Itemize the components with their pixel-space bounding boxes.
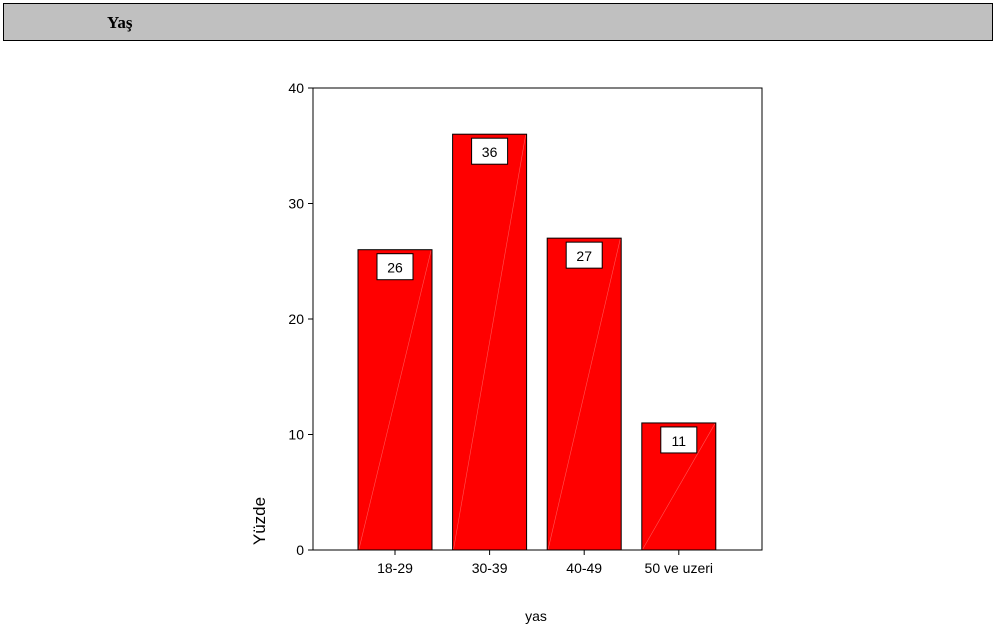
y-tick-label: 20 <box>288 311 304 327</box>
data-label: 36 <box>482 144 498 160</box>
x-axis-title: yas <box>525 608 547 624</box>
data-label: 27 <box>576 248 592 264</box>
x-tick-label: 18-29 <box>377 560 413 576</box>
data-label-box <box>660 426 698 454</box>
data-label-box <box>565 241 603 269</box>
x-tick-label: 40-49 <box>566 560 602 576</box>
data-label-box <box>376 253 414 281</box>
data-label-box <box>471 137 509 165</box>
x-tick-label: 50 ve uzeri <box>645 560 713 576</box>
y-tick-label: 40 <box>288 80 304 96</box>
section-title: Yaş <box>107 13 133 32</box>
bar-highlight <box>453 135 526 550</box>
bar-highlight <box>358 250 432 550</box>
bar-highlight <box>642 423 716 550</box>
y-tick-label: 30 <box>288 196 304 212</box>
y-tick-label: 0 <box>296 542 304 558</box>
bar-highlight <box>547 239 621 550</box>
section-header: Yaş <box>3 3 993 41</box>
x-tick-label: 30-39 <box>472 560 508 576</box>
y-tick-label: 10 <box>288 427 304 443</box>
data-label: 26 <box>387 260 403 276</box>
data-label: 11 <box>672 433 687 449</box>
y-axis-title: Yüzde <box>250 497 269 545</box>
